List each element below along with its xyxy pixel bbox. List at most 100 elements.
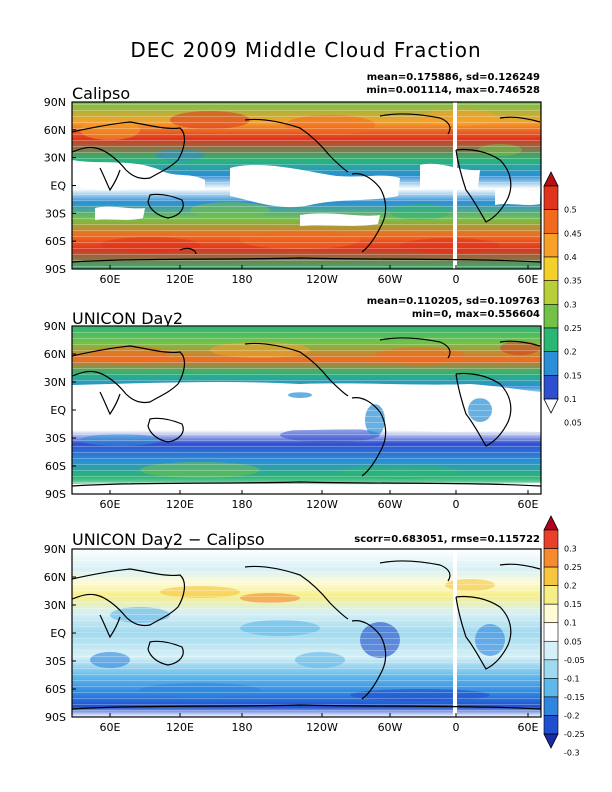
lat-label: 30N [44,599,66,612]
colorbar-label: -0.25 [564,730,585,739]
panel-2-title: UNICON Day2 [72,309,183,328]
colorbar-difference: 0.3 0.25 0.2 0.15 0.1 0.05 -0.05 -0.1 -0.15 -0.2 -… [543,515,585,758]
unicon-stripe-overlay [72,326,541,494]
lon-label: 180 [232,498,253,511]
colorbar-label: 0.45 [564,229,582,238]
colorbar-segment [543,280,559,305]
colorbar-segment [543,375,559,400]
panel-1-title: Calipso [72,84,131,103]
colorbar-segment [543,185,559,210]
colorbar-top-arrow [543,171,559,187]
lat-label: 30S [45,207,66,220]
lat-label: 60S [45,235,66,248]
difference-coastlines [72,560,541,710]
colorbar-label: 0.1 [564,395,577,404]
lat-label: EQ [50,180,66,193]
lon-label: 0 [453,498,460,511]
colorbar-segment [543,678,559,698]
colorbar-label: -0.3 [564,749,580,758]
lon-label: 60W [378,721,403,734]
panel-2-stats-line1: mean=0.110205, sd=0.109763 [366,296,540,307]
calipso-map [71,101,542,270]
lon-label: 60E [100,721,121,734]
difference-map [71,548,542,718]
lon-label: 180 [232,721,253,734]
lon-label: 120E [166,721,194,734]
colorbar-label: 0.05 [564,419,582,428]
colorbar-segment [543,585,559,605]
lat-label: 60S [45,460,66,473]
lon-label: 0 [453,273,460,286]
colorbar-label: -0.2 [564,711,580,720]
map-axes: 90N 60N 30N EQ 30S 60S 90S 60E 120E 180 120W 60W 0 60… [44,96,539,734]
lon-label: 120W [306,498,338,511]
lon-label: 60E [518,498,539,511]
lat-label: 60N [44,571,66,584]
lon-label: 120W [306,721,338,734]
calipso-stripe-overlay [72,102,541,269]
lon-label: 120W [306,273,338,286]
colorbar-bottom-arrow [543,733,559,749]
colorbar-segment [543,659,559,679]
panel-1-stats-line2: min=0.001114, max=0.746528 [366,85,540,96]
lon-label: 60E [518,721,539,734]
colorbar-segment [543,256,559,281]
colorbar-label: 0.3 [564,300,577,309]
panel-3-stats-line1: scorr=0.683051, rmse=0.115722 [354,534,540,545]
figure-title: DEC 2009 Middle Cloud Fraction [130,38,482,62]
difference-data-gap [453,549,457,717]
colorbar-bottom-arrow [543,398,559,414]
unicon-map [71,325,542,495]
lat-label: 60S [45,683,66,696]
colorbar-label: 0.2 [564,348,577,357]
colorbar-label: 0.35 [564,277,582,286]
lat-label: 30S [45,432,66,445]
colorbar-label: 0.1 [564,619,577,628]
lon-label: 120E [166,498,194,511]
colorbar-label: 0.15 [564,600,582,609]
colorbar-segment [543,696,559,716]
difference-stripe-overlay [72,549,541,717]
colorbar-label: -0.15 [564,693,585,702]
lon-label: 60W [378,273,403,286]
panel-2-stats: mean=0.110205, sd=0.109763 min=0, max=0.… [367,295,540,321]
colorbar-segment [543,566,559,586]
lon-label: 180 [232,273,253,286]
colorbar-label: 0.25 [564,324,582,333]
colorbar-segment [543,209,559,234]
colorbar-segment [543,715,559,735]
panel-2-stats-line2: min=0, max=0.556604 [411,309,540,320]
lat-label: 90N [44,96,66,109]
lon-label: 0 [453,721,460,734]
colorbar-label: -0.05 [564,656,585,665]
colorbar-segment [543,351,559,376]
lon-label: 120E [166,273,194,286]
panel-1-stats-line1: mean=0.175886, sd=0.126249 [366,72,540,83]
lat-label: EQ [50,404,66,417]
lat-label: 90N [44,543,66,556]
calipso-data-gap [453,102,457,269]
lat-label: 90S [45,263,66,276]
lat-label: 90S [45,488,66,501]
colorbar-label: -0.1 [564,674,580,683]
calipso-coastlines [72,113,541,263]
lat-label: 60N [44,348,66,361]
colorbar-label: 0.3 [564,545,577,554]
colorbar-segment [543,603,559,624]
panel-3-title: UNICON Day2 − Calipso [72,530,265,549]
colorbar-segment [543,548,559,568]
colorbar-segment [543,529,559,549]
lon-label: 60E [100,498,121,511]
lat-label: 60N [44,124,66,137]
colorbar-label: 0.25 [564,563,582,572]
lon-label: 60W [378,498,403,511]
lon-label: 60E [100,273,121,286]
lat-label: EQ [50,627,66,640]
lat-label: 30N [44,152,66,165]
colorbar-top-arrow [543,515,559,531]
panel-1-stats: mean=0.175886, sd=0.126249 min=0.001114,… [366,71,540,97]
colorbar-label: 0.15 [564,371,582,380]
colorbar-segment [543,233,559,258]
lat-label: 30S [45,655,66,668]
